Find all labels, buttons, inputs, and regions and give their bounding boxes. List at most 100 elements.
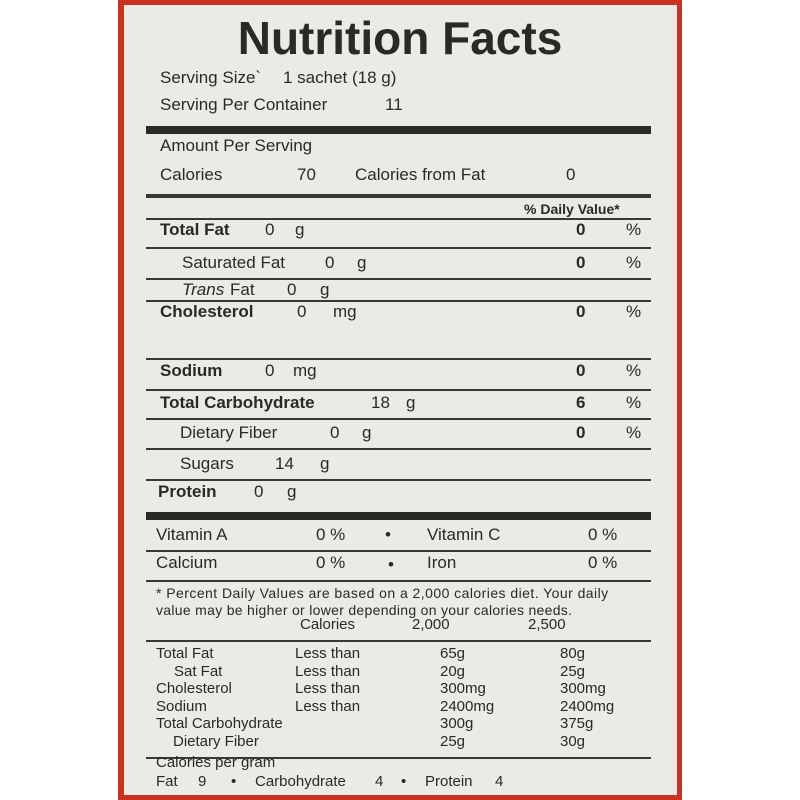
- bullet: •: [401, 773, 407, 790]
- divider: [146, 247, 651, 249]
- nutrient-amount: 0: [254, 482, 264, 501]
- nutrient-name: Total Carbohydrate: [160, 393, 315, 412]
- vitamin-a-value: 0 %: [316, 525, 346, 544]
- divider: [146, 218, 651, 220]
- divider: [146, 418, 651, 420]
- reference-cell: 2400mg: [440, 697, 495, 715]
- nutrient-amount: 0: [297, 302, 307, 321]
- footnote-line-1: * Percent Daily Values are based on a 2,…: [156, 585, 609, 601]
- reference-cell: Dietary Fiber: [173, 732, 259, 750]
- nutrient-name-italic: Trans: [182, 280, 225, 299]
- reference-header-2000: 2,000: [412, 616, 450, 633]
- nutrient-amount: 14: [275, 454, 294, 473]
- nutrient-name: Sodium: [160, 361, 223, 380]
- percent-sign: %: [626, 220, 642, 239]
- nutrient-name: Fat: [230, 280, 255, 299]
- reference-cell: 80g: [560, 645, 586, 662]
- reference-cell: Sodium: [156, 697, 207, 715]
- nutrient-name: Total Fat: [160, 220, 230, 239]
- divider: [146, 389, 651, 391]
- divider: [146, 757, 651, 759]
- nutrient-dv: 0: [576, 253, 586, 272]
- reference-cell: 20g: [440, 662, 466, 680]
- vitamin-c-label: Vitamin C: [427, 525, 501, 544]
- divider-medium: [146, 194, 651, 198]
- amount-per-serving: Amount Per Serving: [160, 136, 313, 155]
- calcium-value: 0 %: [316, 553, 346, 572]
- nutrient-amount: 0: [325, 253, 335, 272]
- divider: [146, 640, 651, 642]
- nutrient-unit: g: [287, 482, 297, 501]
- reference-header-2500: 2,500: [528, 616, 566, 633]
- bullet: •: [388, 555, 394, 574]
- divider: [146, 580, 651, 582]
- nutrient-dv: 6: [576, 393, 586, 412]
- divider: [146, 278, 651, 280]
- divider: [146, 550, 651, 552]
- divider: [146, 479, 651, 481]
- nutrient-name: Protein: [158, 482, 217, 501]
- calories-label: Calories: [160, 165, 223, 184]
- reference-cell: 25g: [560, 662, 586, 680]
- nutrient-name: Dietary Fiber: [180, 423, 278, 442]
- footnote-line-2: value may be higher or lower depending o…: [156, 602, 573, 618]
- reference-cell: Cholesterol: [156, 680, 232, 697]
- serving-size-value: 1 sachet (18 g): [283, 68, 397, 87]
- nutrient-unit: g: [406, 393, 416, 412]
- carbohydrate-value: 4: [375, 773, 384, 790]
- calories-from-fat-value: 0: [566, 165, 576, 184]
- fat-label: Fat: [156, 773, 178, 790]
- bullet: •: [231, 773, 237, 790]
- percent-sign: %: [626, 253, 642, 272]
- nutrient-amount: 0: [265, 220, 275, 239]
- nutrient-dv: 0: [576, 423, 586, 442]
- percent-sign: %: [626, 393, 642, 412]
- nutrient-name: Cholesterol: [160, 302, 254, 321]
- vitamin-a-label: Vitamin A: [156, 525, 228, 544]
- reference-cell: 375g: [560, 715, 594, 732]
- nutrient-dv: 0: [576, 302, 586, 321]
- serving-size-label: Serving Size`: [160, 68, 262, 87]
- percent-sign: %: [626, 423, 642, 442]
- vitamin-c-value: 0 %: [588, 525, 618, 544]
- reference-cell: Less than: [295, 680, 361, 697]
- reference-cell: Less than: [295, 662, 361, 680]
- reference-cell: Less than: [295, 645, 361, 662]
- nutrient-amount: 0: [265, 361, 275, 380]
- nutrient-unit: g: [362, 423, 372, 442]
- reference-cell: Sat Fat: [174, 662, 223, 680]
- divider: [146, 448, 651, 450]
- calories-value: 70: [297, 165, 316, 184]
- reference-cell: 30g: [560, 732, 586, 750]
- protein-value: 4: [495, 773, 504, 790]
- divider-thick: [146, 512, 651, 520]
- percent-sign: %: [626, 302, 642, 321]
- reference-cell: Total Carbohydrate: [156, 715, 283, 732]
- reference-cell: 300g: [440, 715, 474, 732]
- nutrient-amount: 0: [287, 280, 297, 299]
- calcium-label: Calcium: [156, 553, 218, 572]
- calories-from-fat-label: Calories from Fat: [355, 165, 486, 184]
- reference-cell: Less than: [295, 697, 361, 715]
- reference-cell: 2400mg: [560, 697, 615, 715]
- iron-label: Iron: [427, 553, 457, 572]
- bullet: •: [385, 525, 391, 544]
- nutrient-amount: 18: [371, 393, 390, 412]
- divider: [146, 358, 651, 360]
- carbohydrate-label: Carbohydrate: [255, 773, 346, 790]
- reference-cell: 65g: [440, 645, 466, 662]
- protein-label: Protein: [425, 773, 473, 790]
- nutrient-dv: 0: [576, 361, 586, 380]
- nutrient-unit: mg: [333, 302, 357, 321]
- iron-value: 0 %: [588, 553, 618, 572]
- nutrient-dv: 0: [576, 220, 586, 239]
- servings-per-container-label: Serving Per Container: [160, 95, 328, 114]
- reference-cell: 25g: [440, 732, 466, 750]
- nutrient-name: Sugars: [180, 454, 234, 473]
- reference-cell: Total Fat: [156, 645, 214, 662]
- reference-header-calories: Calories: [300, 616, 356, 633]
- nutrient-unit: mg: [293, 361, 317, 380]
- fat-value: 9: [198, 773, 207, 790]
- reference-cell: 300mg: [560, 680, 606, 697]
- nutrient-unit: g: [320, 280, 330, 299]
